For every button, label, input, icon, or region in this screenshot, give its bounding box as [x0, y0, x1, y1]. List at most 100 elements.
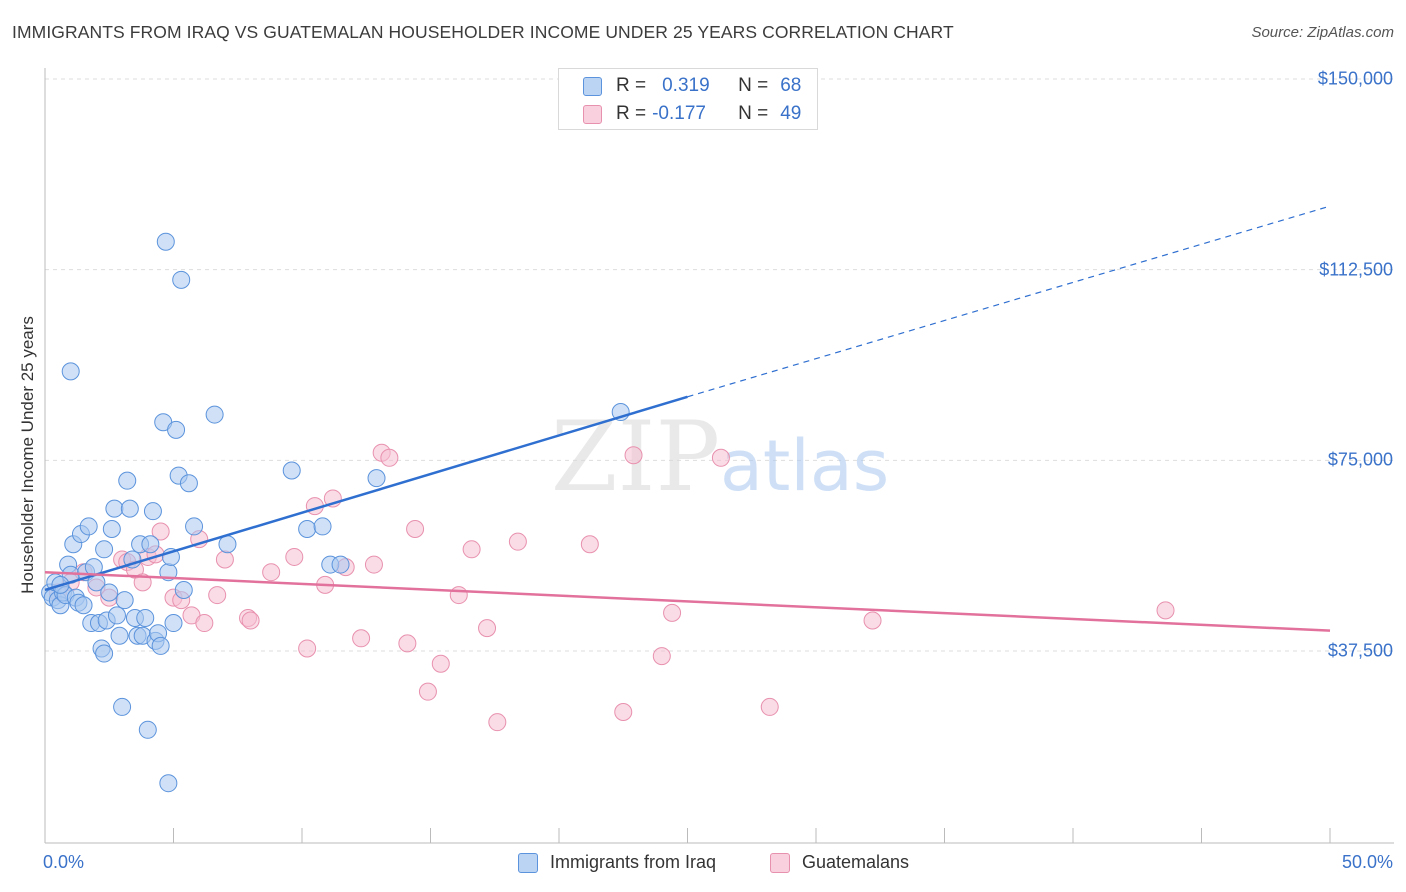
guatemalans-data-point [1156, 601, 1175, 620]
iraq-data-point [218, 535, 237, 554]
iraq-data-point [179, 474, 198, 493]
iraq-trend-line [44, 395, 688, 592]
legend-n-value: 68 [780, 75, 802, 96]
guatemalans-data-point [580, 535, 599, 554]
guatemalans-data-point [241, 611, 260, 630]
iraq-data-point [156, 232, 175, 251]
axis-layer [44, 68, 1394, 844]
guatemalans-data-point [663, 603, 682, 622]
iraq-data-point [172, 270, 191, 289]
iraq-data-point [113, 697, 132, 716]
iraq-data-point [95, 644, 114, 663]
iraq-data-point [79, 517, 98, 536]
iraq-data-point [102, 519, 121, 538]
legend-row-iraq: R = 0.319 N = 68 [583, 74, 801, 98]
y-tick-label: $150,000 [1317, 68, 1393, 89]
legend-r-value: -0.177 [652, 103, 706, 124]
iraq-data-point [282, 461, 301, 480]
guatemalans-data-point [711, 448, 730, 467]
series-legend-iraq: Immigrants from Iraq [518, 852, 716, 873]
x-tick-label-min: 0.0% [43, 852, 85, 872]
iraq-trend-extension [687, 205, 1331, 398]
guatemalans-data-point [418, 682, 437, 701]
legend-n-value: 49 [780, 103, 802, 124]
legend-r-value: 0.319 [662, 75, 710, 96]
guatemalans-data-point [195, 614, 214, 633]
iraq-data-point [174, 580, 193, 599]
iraq-data-point [95, 540, 114, 559]
series-swatch-guatemalans [770, 852, 790, 873]
iraq-data-point [298, 519, 317, 538]
y-tick-label: $37,500 [1327, 640, 1393, 661]
series-swatch-iraq [518, 852, 538, 873]
legend-n-label: N = [738, 103, 769, 124]
guatemalans-data-point [398, 634, 417, 653]
legend-swatch-guatemalans [583, 104, 602, 124]
guatemalans-data-point [652, 647, 671, 666]
series-label-iraq: Immigrants from Iraq [550, 852, 717, 872]
legend-r-label: R = [616, 103, 647, 124]
guatemalans-data-point [151, 522, 170, 541]
series-legend-guatemalans: Guatemalans [770, 852, 909, 873]
iraq-data-point [313, 517, 332, 536]
chart-source: Source: ZipAtlas.com [1251, 24, 1394, 41]
x-tick-label-max: 50.0% [1341, 852, 1393, 872]
guatemalans-data-point [431, 654, 450, 673]
guatemalans-data-point [364, 555, 383, 574]
iraq-data-point [205, 405, 224, 424]
guatemalans-data-point [449, 586, 468, 605]
guatemalans-data-point [760, 697, 779, 716]
iraq-data-point [141, 535, 160, 554]
guatemalans-data-point [406, 519, 425, 538]
guatemalans-data-point [215, 550, 234, 569]
guatemalans-data-point [298, 639, 317, 658]
guatemalans-trend-line [44, 570, 1331, 632]
chart-title: IMMIGRANTS FROM IRAQ VS GUATEMALAN HOUSE… [12, 22, 954, 42]
series-legend: Immigrants from Iraq Guatemalans [0, 852, 1406, 878]
iraq-data-point [107, 606, 126, 625]
iraq-data-point [74, 596, 93, 615]
guatemalans-data-point [614, 703, 633, 722]
guatemalans-data-point [488, 713, 507, 732]
guatemalans-data-point [508, 532, 527, 551]
trend-lines [44, 205, 1331, 632]
correlation-legend: R = 0.319 N = 68 R = -0.177 N = 49 [558, 68, 818, 130]
guatemalans-data-point [462, 540, 481, 559]
iraq-data-point [159, 774, 178, 793]
iraq-data-point [120, 499, 139, 518]
legend-n-label: N = [738, 75, 769, 96]
guatemalans-data-point [863, 611, 882, 630]
iraq-data-point [143, 502, 162, 521]
legend-swatch-iraq [583, 76, 602, 96]
iraq-data-point [136, 608, 155, 627]
legend-row-guatemalans: R = -0.177 N = 49 [583, 102, 801, 126]
guatemalans-data-point [478, 619, 497, 638]
iraq-data-point [105, 499, 124, 518]
guatemalans-data-point [262, 563, 281, 582]
guatemalans-data-point [380, 448, 399, 467]
iraq-data-point [151, 636, 170, 655]
guatemalans-data-point [285, 547, 304, 566]
iraq-data-point [331, 555, 350, 574]
iraq-data-point [167, 420, 186, 439]
y-tick-label: $75,000 [1327, 449, 1393, 470]
series-label-guatemalans: Guatemalans [802, 852, 910, 872]
y-tick-label: $112,500 [1319, 259, 1393, 280]
iraq-data-point [185, 517, 204, 536]
guatemalans-data-point [624, 446, 643, 465]
iraq-data-point [164, 614, 183, 633]
iraq-data-point [367, 469, 386, 488]
guatemalans-data-point [352, 629, 371, 648]
iraq-data-point [118, 471, 137, 490]
iraq-data-point [61, 362, 80, 381]
guatemalans-data-point [208, 586, 227, 605]
iraq-data-point [100, 583, 119, 602]
iraq-data-point [138, 720, 157, 739]
grid-layer [45, 78, 1394, 652]
iraq-data-point [115, 591, 134, 610]
legend-r-label: R = [616, 75, 647, 96]
iraq-data-point [110, 626, 129, 645]
guatemalans-data-point [133, 573, 152, 592]
iraq-points [41, 232, 630, 793]
